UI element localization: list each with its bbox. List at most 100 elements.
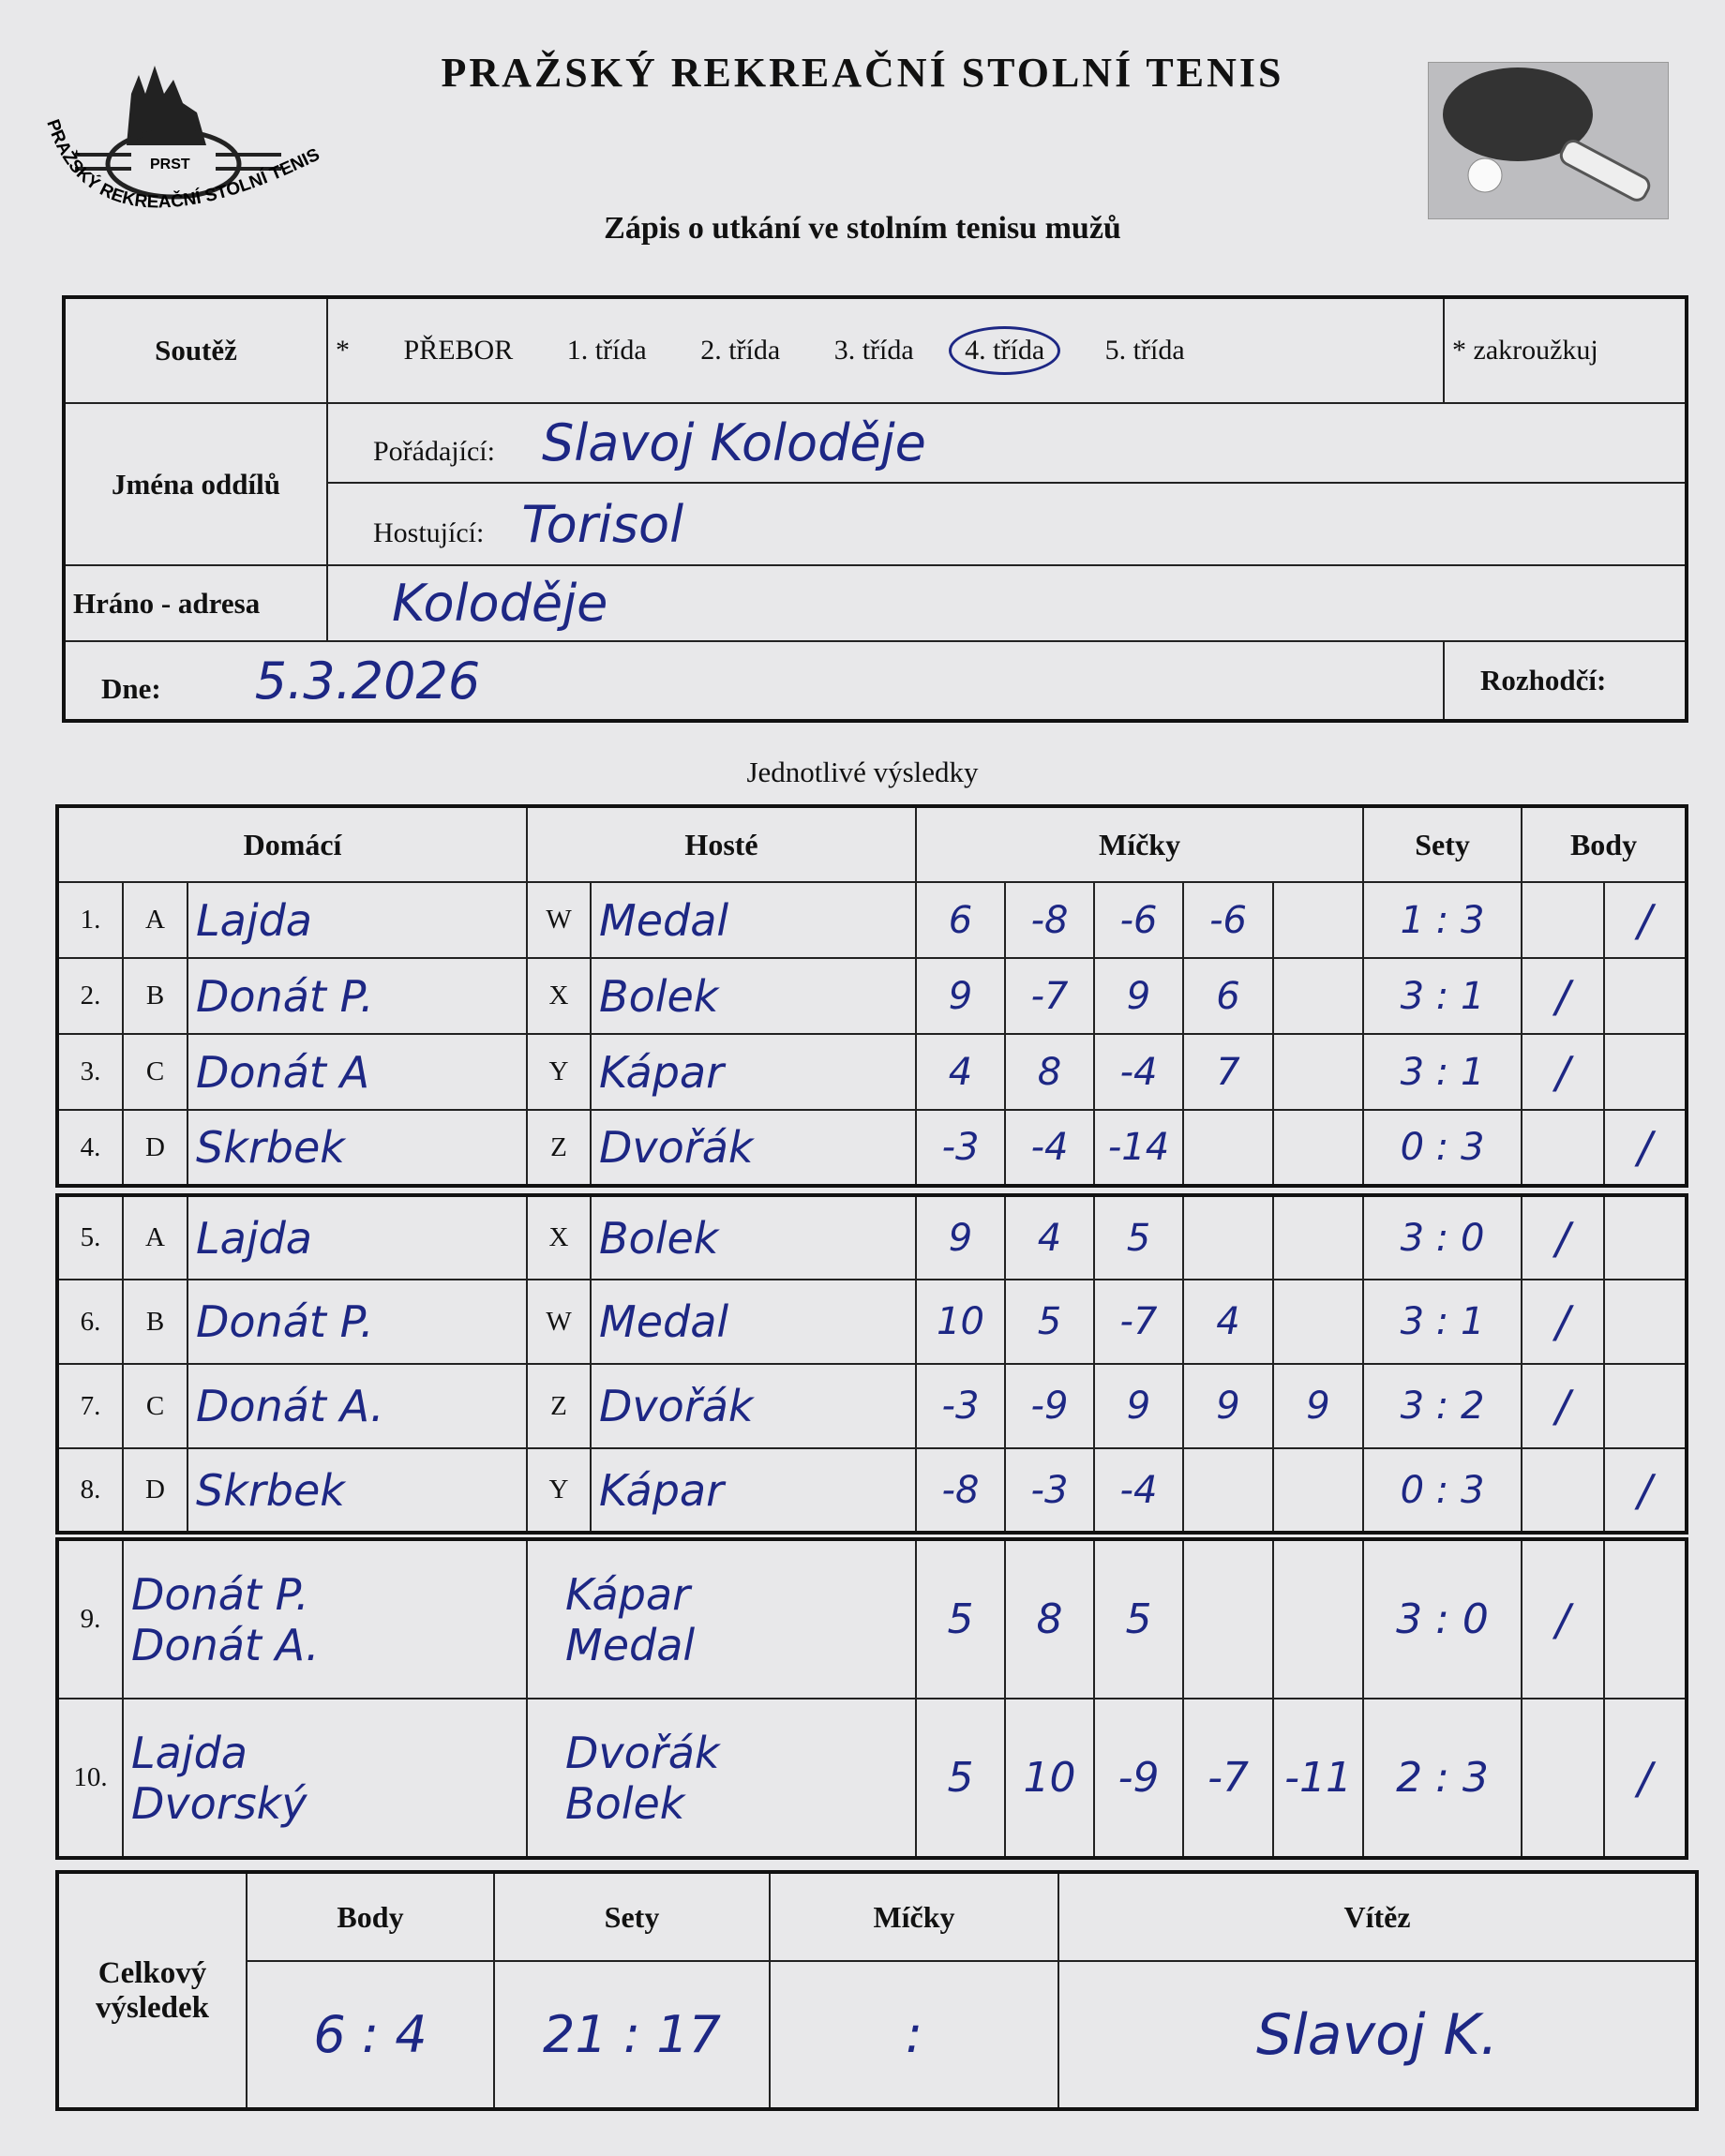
ball-score[interactable]: 7 bbox=[1182, 1033, 1275, 1111]
ball-score[interactable]: -4 bbox=[1093, 1447, 1184, 1534]
class-2[interactable]: 2. třída bbox=[700, 335, 781, 366]
organizer-value[interactable]: Slavoj Koloděje bbox=[541, 413, 926, 472]
ball-score[interactable]: 5 bbox=[1093, 1538, 1185, 1699]
sets-score[interactable]: 3 : 1 bbox=[1362, 957, 1523, 1035]
ball-score[interactable]: -9 bbox=[1093, 1698, 1185, 1859]
date-value[interactable]: 5.3.2026 bbox=[254, 651, 481, 711]
guest-player[interactable]: Medal bbox=[590, 881, 918, 959]
guest-value[interactable]: Torisol bbox=[521, 494, 684, 554]
ball-score[interactable]: 8 bbox=[1004, 1033, 1096, 1111]
point-guest[interactable]: / bbox=[1603, 1109, 1688, 1187]
ball-score[interactable] bbox=[1272, 1538, 1365, 1699]
ball-score[interactable]: 9 bbox=[1182, 1363, 1274, 1449]
guest-player[interactable]: Bolek bbox=[590, 1194, 917, 1280]
point-guest[interactable] bbox=[1603, 1194, 1688, 1280]
ball-score[interactable]: 10 bbox=[1004, 1698, 1096, 1859]
ball-score[interactable]: -8 bbox=[915, 1447, 1006, 1534]
ball-score[interactable]: -7 bbox=[1182, 1698, 1275, 1859]
point-guest[interactable] bbox=[1603, 1538, 1688, 1699]
ball-score[interactable]: 6 bbox=[1182, 957, 1275, 1035]
ball-score[interactable]: 6 bbox=[915, 881, 1007, 959]
home-player[interactable]: Dvorský bbox=[131, 1777, 308, 1829]
guest-player[interactable]: Bolek bbox=[565, 1777, 685, 1829]
ball-score[interactable]: 5 bbox=[915, 1538, 1007, 1699]
ball-score[interactable]: 4 bbox=[1182, 1279, 1274, 1365]
ball-score[interactable]: 5 bbox=[915, 1698, 1007, 1859]
ball-score[interactable]: -4 bbox=[1093, 1033, 1185, 1111]
summary-winner-value[interactable]: Slavoj K. bbox=[1058, 1960, 1698, 2110]
ball-score[interactable]: -6 bbox=[1093, 881, 1185, 959]
guest-pair[interactable]: Dvořák Bolek bbox=[526, 1698, 918, 1859]
ball-score[interactable] bbox=[1272, 1033, 1365, 1111]
guest-pair[interactable]: Kápar Medal bbox=[526, 1538, 918, 1699]
ball-score[interactable] bbox=[1272, 1447, 1364, 1534]
class-3[interactable]: 3. třída bbox=[833, 335, 914, 366]
ball-score[interactable] bbox=[1182, 1109, 1275, 1187]
ball-score[interactable]: -7 bbox=[1004, 957, 1096, 1035]
point-guest[interactable] bbox=[1603, 1033, 1688, 1111]
point-guest[interactable]: / bbox=[1603, 881, 1688, 959]
class-5[interactable]: 5. třída bbox=[1104, 335, 1185, 366]
guest-player[interactable]: Medal bbox=[565, 1619, 696, 1670]
ball-score[interactable]: 9 bbox=[1272, 1363, 1364, 1449]
point-home[interactable] bbox=[1521, 1109, 1606, 1187]
sets-score[interactable]: 3 : 2 bbox=[1362, 1363, 1522, 1449]
home-player[interactable]: Donát P. bbox=[186, 957, 529, 1035]
class-4-selected[interactable]: 4. třída bbox=[949, 326, 1061, 375]
point-home[interactable] bbox=[1521, 881, 1606, 959]
ball-score[interactable]: 5 bbox=[1093, 1194, 1184, 1280]
ball-score[interactable]: -9 bbox=[1004, 1363, 1095, 1449]
summary-points-value[interactable]: 6 : 4 bbox=[246, 1960, 495, 2110]
point-home[interactable]: / bbox=[1521, 1279, 1605, 1365]
point-home[interactable]: / bbox=[1521, 1538, 1606, 1699]
ball-score[interactable] bbox=[1272, 1194, 1364, 1280]
home-pair[interactable]: Donát P. Donát A. bbox=[121, 1538, 529, 1699]
summary-sets-value[interactable]: 21 : 17 bbox=[493, 1960, 771, 2110]
guest-player[interactable]: Kápar bbox=[565, 1568, 691, 1620]
guest-player[interactable]: Kápar bbox=[590, 1033, 918, 1111]
point-home[interactable] bbox=[1521, 1447, 1605, 1534]
ball-score[interactable] bbox=[1182, 1194, 1274, 1280]
point-guest[interactable] bbox=[1603, 957, 1688, 1035]
sets-score[interactable]: 3 : 0 bbox=[1362, 1538, 1523, 1699]
point-home[interactable] bbox=[1521, 1698, 1606, 1859]
ball-score[interactable]: 4 bbox=[915, 1033, 1007, 1111]
point-home[interactable]: / bbox=[1521, 1194, 1605, 1280]
ball-score[interactable]: -11 bbox=[1272, 1698, 1365, 1859]
sets-score[interactable]: 3 : 1 bbox=[1362, 1279, 1522, 1365]
sets-score[interactable]: 2 : 3 bbox=[1362, 1698, 1523, 1859]
sets-score[interactable]: 0 : 3 bbox=[1362, 1109, 1523, 1187]
ball-score[interactable]: 8 bbox=[1004, 1538, 1096, 1699]
guest-player[interactable]: Dvořák bbox=[590, 1109, 918, 1187]
home-player[interactable]: Donát P. bbox=[131, 1568, 309, 1620]
home-player[interactable]: Donát A. bbox=[187, 1363, 528, 1449]
point-guest[interactable]: / bbox=[1603, 1447, 1688, 1534]
ball-score[interactable]: 9 bbox=[915, 957, 1007, 1035]
home-pair[interactable]: Lajda Dvorský bbox=[121, 1698, 529, 1859]
point-guest[interactable] bbox=[1603, 1279, 1688, 1365]
point-home[interactable]: / bbox=[1521, 1363, 1605, 1449]
point-guest[interactable] bbox=[1603, 1363, 1688, 1449]
ball-score[interactable]: 5 bbox=[1004, 1279, 1095, 1365]
ball-score[interactable]: -3 bbox=[915, 1363, 1006, 1449]
ball-score[interactable] bbox=[1182, 1538, 1275, 1699]
guest-player[interactable]: Dvořák bbox=[565, 1727, 720, 1778]
home-player[interactable]: Lajda bbox=[186, 881, 529, 959]
home-player[interactable]: Donát P. bbox=[187, 1279, 528, 1365]
ball-score[interactable]: -3 bbox=[1004, 1447, 1095, 1534]
ball-score[interactable] bbox=[1272, 1279, 1364, 1365]
summary-balls-value[interactable]: : bbox=[769, 1960, 1059, 2110]
point-home[interactable]: / bbox=[1521, 957, 1606, 1035]
ball-score[interactable]: -7 bbox=[1093, 1279, 1184, 1365]
point-home[interactable]: / bbox=[1521, 1033, 1606, 1111]
guest-player[interactable]: Dvořák bbox=[590, 1363, 917, 1449]
ball-score[interactable]: -6 bbox=[1182, 881, 1275, 959]
home-player[interactable]: Donát A bbox=[186, 1033, 529, 1111]
ball-score[interactable] bbox=[1272, 957, 1365, 1035]
ball-score[interactable]: -4 bbox=[1004, 1109, 1096, 1187]
ball-score[interactable] bbox=[1182, 1447, 1274, 1534]
ball-score[interactable]: -14 bbox=[1093, 1109, 1185, 1187]
ball-score[interactable]: 4 bbox=[1004, 1194, 1095, 1280]
ball-score[interactable]: 9 bbox=[1093, 957, 1185, 1035]
guest-player[interactable]: Kápar bbox=[590, 1447, 917, 1534]
